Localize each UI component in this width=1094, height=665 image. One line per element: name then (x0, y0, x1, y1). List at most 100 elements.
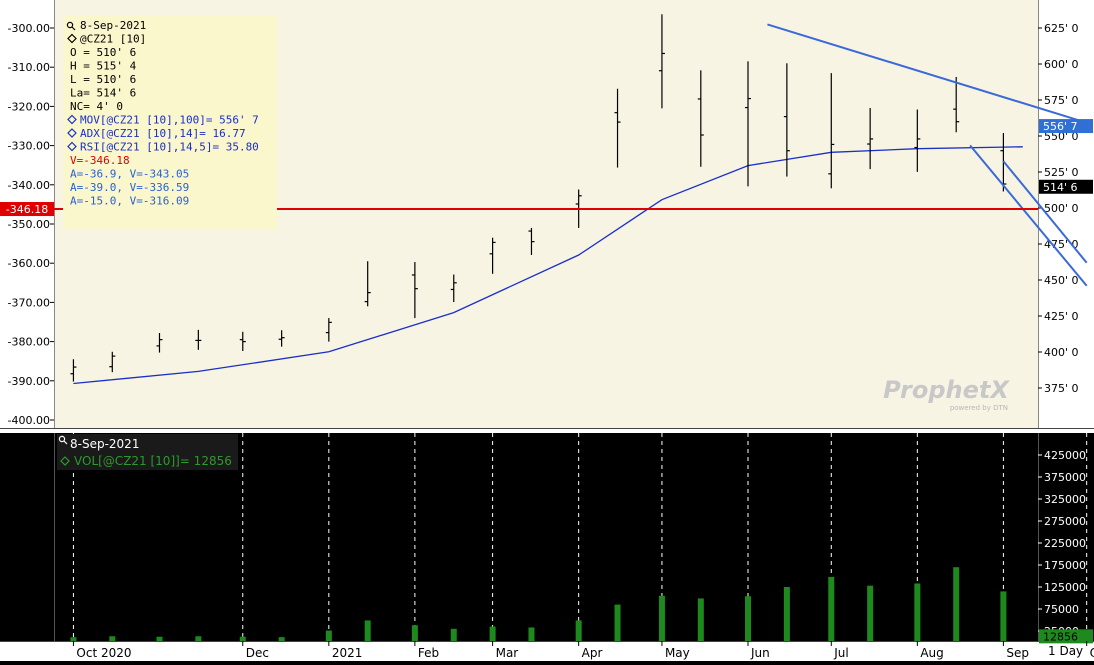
volume-bar (411, 625, 418, 641)
left-axis-tick-label: -340.00 (8, 179, 50, 192)
volume-last-value-label: 12856 (1043, 630, 1078, 643)
price-tag-label: 556' 7 (1043, 120, 1078, 133)
ohlc-bar (278, 330, 285, 347)
volume-bar (528, 627, 535, 641)
ohlc-bar (658, 14, 665, 109)
diamond-icon (67, 141, 77, 152)
left-axis-tick-label: -300.00 (8, 22, 50, 35)
volume-bar (364, 620, 371, 641)
right-axis-tick-label: 575' 0 (1044, 94, 1079, 107)
left-axis-tick-label: -350.00 (8, 218, 50, 231)
watermark-logo: ProphetX (883, 376, 1010, 404)
panel-separator (0, 428, 1094, 433)
horizontal-line-tag (0, 202, 54, 217)
volume-bar (278, 637, 285, 641)
legend-ohlc-line: NC= 4' 0 (70, 100, 123, 113)
volume-bar (195, 636, 202, 641)
volume-bar (953, 567, 960, 641)
volume-bar (658, 595, 665, 641)
legend-annotation: A=-15.0, V=-316.09 (70, 195, 189, 208)
legend-ohlc-line: O = 510' 6 (70, 46, 136, 59)
volume-axis-tick-label: 425000 (1044, 449, 1086, 462)
zoom-icon-handle (71, 26, 76, 31)
volume-bar (828, 576, 835, 641)
volume-bar (575, 620, 582, 641)
volume-bar (156, 636, 163, 641)
ohlc-bar (195, 329, 202, 350)
volume-bar (783, 587, 790, 641)
legend-indicator: RSI[@CZ21 [10],14,5]= 35.80 (80, 141, 259, 154)
volume-axis-tick-label: 275000 (1044, 515, 1086, 528)
right-axis-tick-label: 600' 0 (1044, 58, 1079, 71)
date-axis-label: Apr (582, 646, 603, 660)
date-axis-label: Feb (418, 646, 439, 660)
legend-indicator: MOV[@CZ21 [10],100]= 556' 7 (80, 114, 259, 127)
date-axis-label: Aug (920, 646, 943, 660)
date-axis-area (0, 641, 1094, 661)
right-axis-tick-label: 425' 0 (1044, 310, 1079, 323)
right-axis-tick-label: 625' 0 (1044, 22, 1079, 35)
legend-box (63, 16, 277, 230)
volume-bar (70, 637, 77, 641)
volume-last-value-tag (1039, 629, 1093, 644)
date-axis-label: Jun (750, 646, 770, 660)
ohlc-bar (411, 262, 418, 319)
volume-bar (697, 598, 704, 641)
ohlc-bar (325, 318, 332, 342)
date-axis-label: Sep (1006, 646, 1029, 660)
volume-axis-tick-label: 325000 (1044, 493, 1086, 506)
ohlc-bar (239, 331, 246, 352)
volume-bar (489, 626, 496, 641)
ohlc-bar (783, 63, 790, 177)
zoom-icon (66, 21, 74, 29)
trendline (969, 144, 1088, 287)
date-axis-label: Mar (496, 646, 519, 660)
volume-bar (239, 636, 246, 641)
left-axis-tick-label: -400.00 (8, 414, 50, 427)
ohlc-bar (109, 351, 116, 373)
right-axis-tick-label: 375' 0 (1044, 382, 1079, 395)
legend-indicator: ADX[@CZ21 [10],14]= 16.77 (80, 127, 246, 140)
legend-ohlc-line: La= 514' 6 (70, 87, 136, 100)
diamond-icon (67, 114, 77, 125)
volume-bar (614, 604, 621, 641)
moving-average-line (73, 146, 1023, 385)
volume-bar (1000, 591, 1007, 641)
left-axis-tick-label: -370.00 (8, 296, 50, 309)
ohlc-bar (828, 73, 835, 189)
volume-bar (867, 585, 874, 641)
ohlc-bar (489, 237, 496, 274)
watermark-byline: powered by DTN (950, 404, 1008, 412)
diamond-icon (67, 33, 77, 44)
volume-diamond-icon (60, 456, 70, 466)
date-axis-label: Oct 2020 (76, 646, 131, 660)
right-axis-tick-label: 500' 0 (1044, 202, 1079, 215)
right-axis-tick-label: 450' 0 (1044, 274, 1079, 287)
ohlc-bar (867, 107, 874, 170)
diamond-icon (67, 128, 77, 138)
volume-legend-box (57, 434, 238, 470)
volume-legend-date: 8-Sep-2021 (70, 437, 139, 451)
volume-axis-tick-label: 225000 (1044, 537, 1086, 550)
left-axis-tick-label: -390.00 (8, 375, 50, 388)
price-tag-label: 514' 6 (1043, 181, 1078, 194)
legend-date: 8-Sep-2021 (80, 19, 146, 32)
right-axis-tick-label: 400' 0 (1044, 346, 1079, 359)
volume-axis-tick-label: 125000 (1044, 581, 1086, 594)
volume-bar (109, 636, 116, 641)
ohlc-bar (156, 332, 163, 353)
volume-legend-indicator: VOL[@CZ21 [10]]= 12856 (74, 454, 232, 468)
ohlc-bar (528, 227, 535, 255)
horizontal-line-label: -346.18 (6, 203, 48, 216)
trendline (767, 23, 1079, 122)
legend-ohlc-line: H = 515' 4 (70, 60, 137, 73)
volume-bar (450, 628, 457, 641)
legend-annotation: A=-36.9, V=-343.05 (70, 168, 189, 181)
right-axis-tick-label: 525' 0 (1044, 166, 1079, 179)
left-axis-tick-label: -380.00 (8, 336, 50, 349)
ohlc-bar (450, 274, 457, 303)
legend-cursor-value: V=-346.18 (70, 154, 130, 167)
date-axis-label: 2021 (332, 646, 363, 660)
price-tag (1039, 119, 1093, 134)
ohlc-bar (953, 77, 960, 133)
